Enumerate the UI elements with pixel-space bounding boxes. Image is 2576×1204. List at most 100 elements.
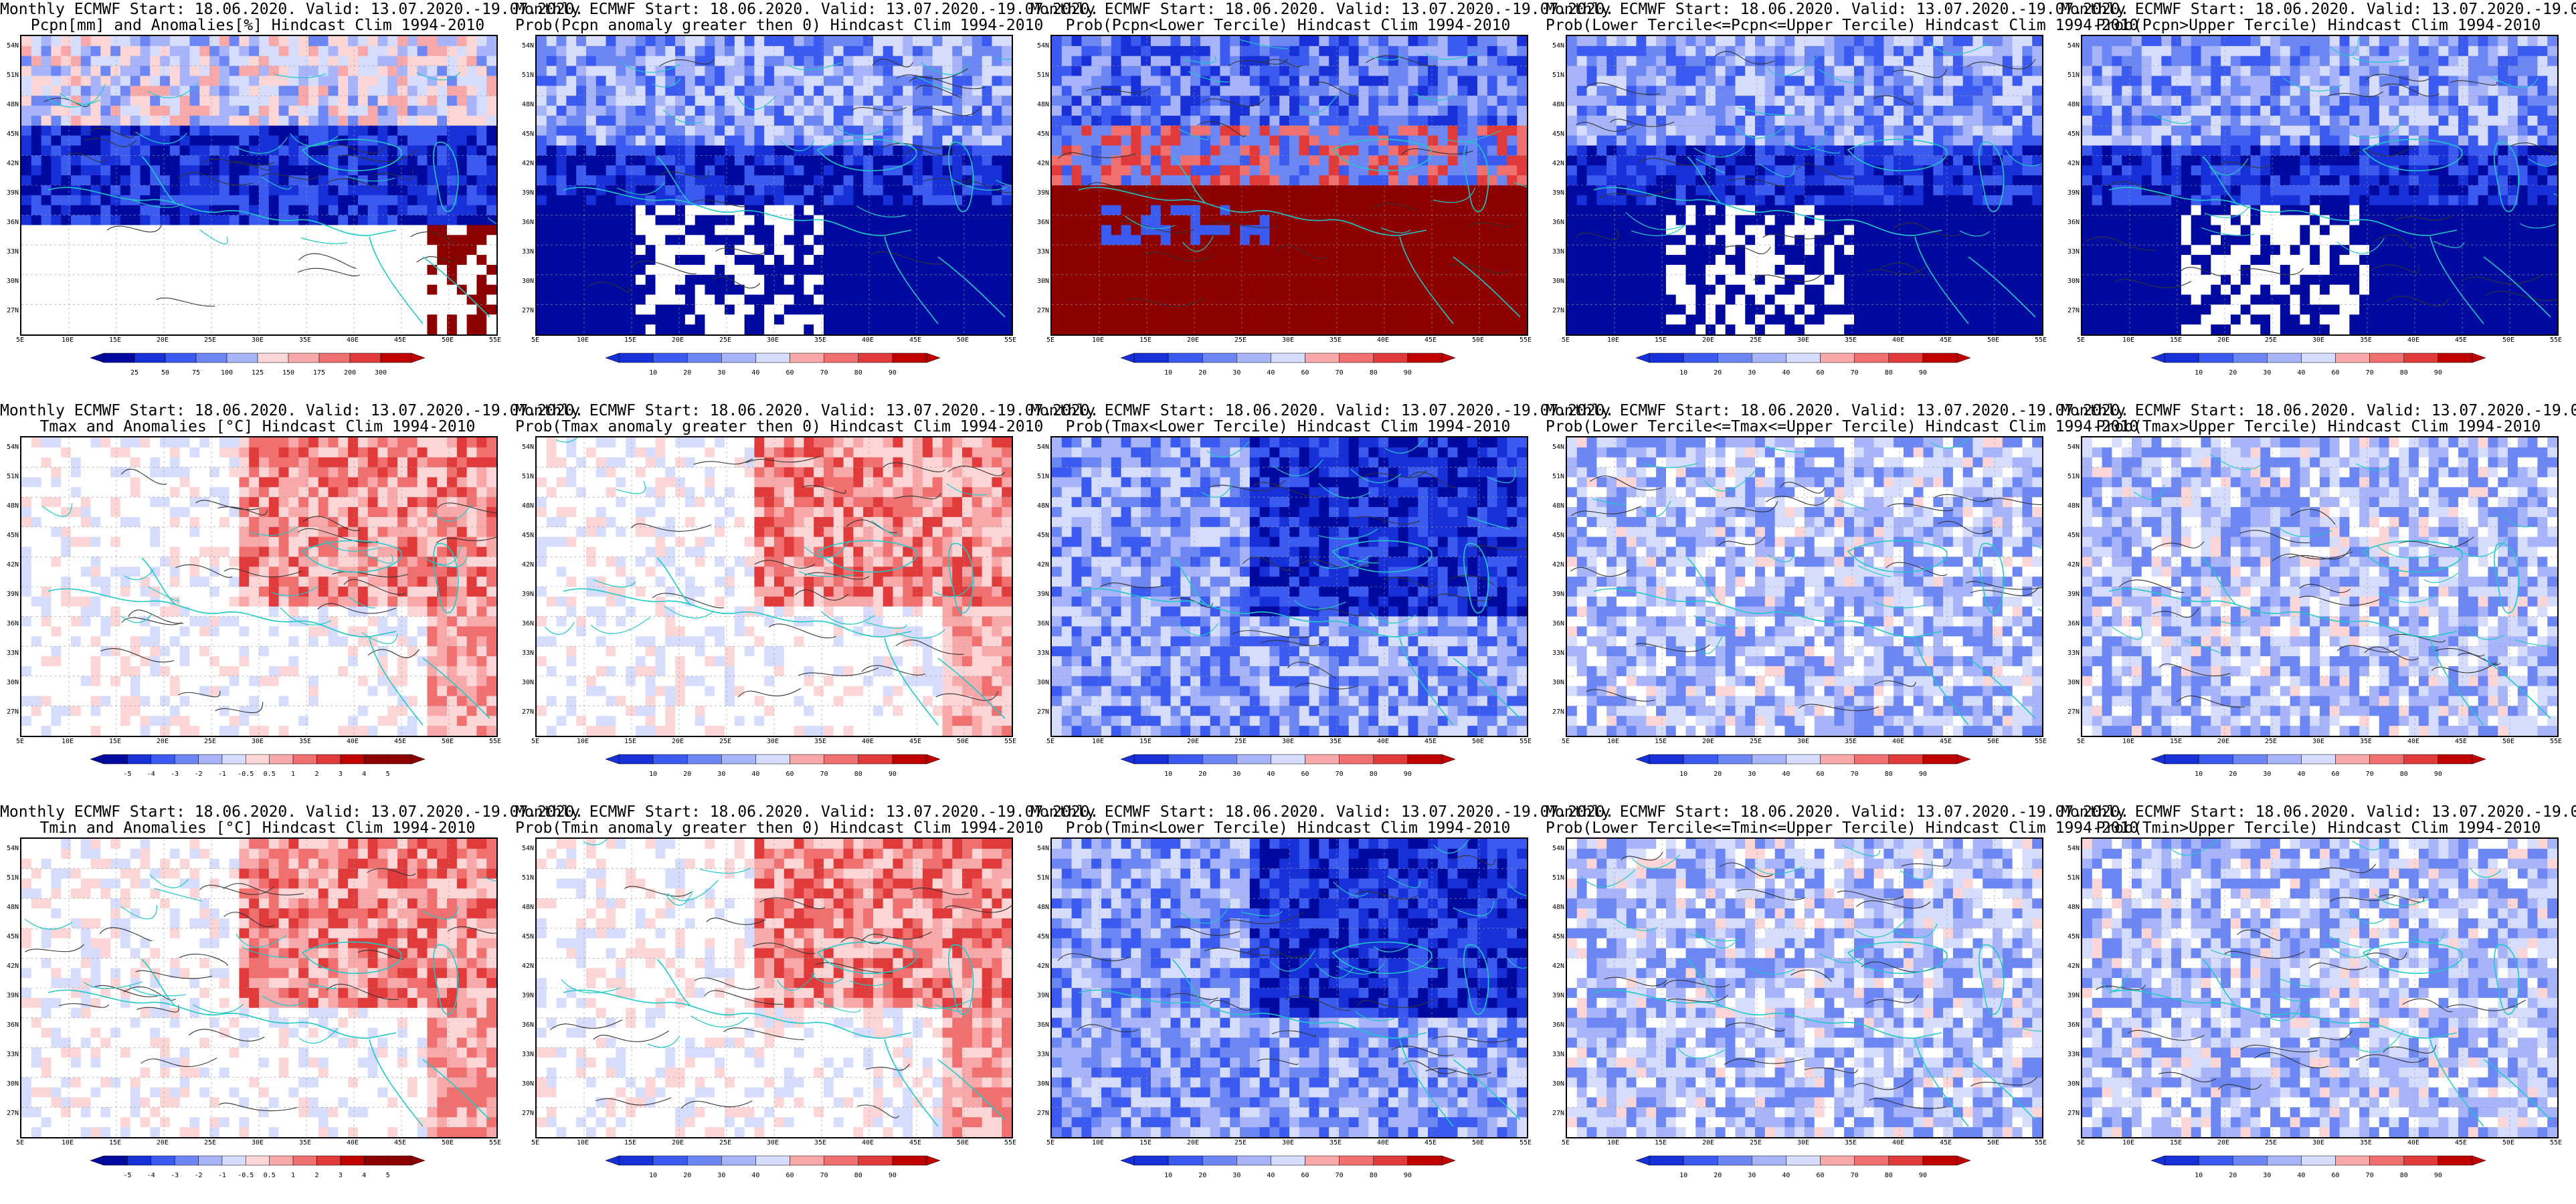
field-cell	[764, 324, 775, 334]
field-cell	[744, 66, 755, 77]
field-cell	[1220, 235, 1230, 245]
field-cell	[595, 86, 607, 96]
field-cell	[31, 165, 42, 176]
field-cell	[1338, 284, 1350, 296]
field-cell	[179, 145, 191, 156]
field-cell	[913, 36, 923, 47]
colorbar-swatch	[1271, 353, 1305, 363]
field-cell	[357, 195, 369, 206]
field-cell	[814, 205, 824, 216]
field-cell	[972, 86, 983, 96]
field-cell	[1695, 96, 1706, 106]
field-cell	[626, 324, 636, 334]
field-cell	[1487, 36, 1498, 47]
field-cell	[110, 284, 121, 296]
field-cell	[893, 324, 903, 334]
field-cell	[229, 145, 240, 156]
field-cell	[872, 255, 884, 266]
field-cell	[1338, 76, 1350, 86]
field-cell	[606, 145, 616, 156]
field-cell	[1517, 76, 1527, 86]
field-cell	[1567, 76, 1578, 86]
field-cell	[1497, 304, 1508, 315]
field-cell	[1338, 36, 1350, 47]
field-cell	[684, 215, 696, 226]
field-cell	[1210, 135, 1221, 146]
field-cell	[1160, 135, 1172, 146]
field-cell	[903, 125, 913, 136]
field-cell	[1259, 284, 1271, 296]
field-cell	[447, 115, 458, 126]
lon-tick-label: 30E	[759, 336, 786, 344]
field-cell	[1180, 185, 1191, 196]
field-cell	[1338, 125, 1350, 136]
field-cell	[1111, 255, 1122, 266]
field-cell	[259, 165, 270, 176]
field-cell	[427, 145, 438, 156]
field-cell	[1180, 145, 1191, 156]
field-cell	[1834, 125, 1845, 136]
field-cell	[120, 135, 131, 146]
colorbar-level-label: 30	[1226, 369, 1247, 377]
field-cell	[1249, 274, 1261, 286]
field-cell	[655, 96, 666, 106]
field-cell	[913, 294, 923, 305]
field-cell	[1358, 56, 1369, 67]
field-cell	[1863, 86, 1875, 96]
field-cell	[328, 175, 339, 186]
field-cell	[1467, 205, 1478, 216]
field-cell	[1993, 115, 2003, 126]
field-cell	[407, 56, 418, 67]
field-cell	[437, 235, 448, 245]
field-cell	[872, 245, 884, 256]
field-cell	[328, 284, 339, 296]
field-cell	[456, 264, 468, 276]
field-cell	[606, 284, 616, 296]
field-cell	[1636, 66, 1647, 77]
field-cell	[903, 314, 913, 325]
field-cell	[764, 106, 775, 116]
field-cell	[626, 304, 636, 315]
field-cell	[1240, 175, 1251, 186]
field-cell	[1002, 264, 1012, 276]
field-cell	[476, 205, 487, 216]
field-cell	[1289, 36, 1300, 47]
field-cell	[1259, 45, 1271, 57]
field-cell	[1428, 155, 1439, 166]
field-cell	[1131, 235, 1141, 245]
field-cell	[1487, 215, 1498, 226]
field-cell	[51, 36, 62, 47]
field-cell	[397, 36, 408, 47]
field-cell	[278, 115, 289, 126]
field-cell	[318, 205, 329, 216]
field-cell	[229, 255, 240, 266]
field-cell	[585, 215, 597, 226]
field-cell	[1755, 135, 1766, 146]
field-cell	[338, 106, 349, 116]
field-cell	[1894, 106, 1904, 116]
field-cell	[1358, 245, 1369, 256]
field-cell	[1507, 115, 1517, 126]
field-cell	[883, 195, 894, 206]
field-cell	[427, 165, 438, 176]
field-cell	[387, 205, 398, 216]
field-cell	[318, 45, 329, 57]
field-cell	[725, 205, 735, 216]
field-cell	[1101, 195, 1112, 206]
field-cell	[1993, 76, 2003, 86]
field-cell	[585, 115, 597, 126]
field-cell	[1447, 115, 1459, 126]
field-cell	[486, 304, 496, 315]
field-cell	[189, 96, 200, 106]
field-cell	[556, 115, 567, 126]
field-cell	[913, 255, 923, 266]
field-cell	[1230, 314, 1240, 325]
field-cell	[150, 155, 161, 166]
field-cell	[1993, 125, 2003, 136]
field-cell	[635, 106, 646, 116]
field-cell	[982, 255, 993, 266]
field-cell	[169, 66, 181, 77]
field-cell	[357, 274, 369, 286]
field-cell	[1378, 255, 1389, 266]
field-cell	[1101, 314, 1112, 325]
